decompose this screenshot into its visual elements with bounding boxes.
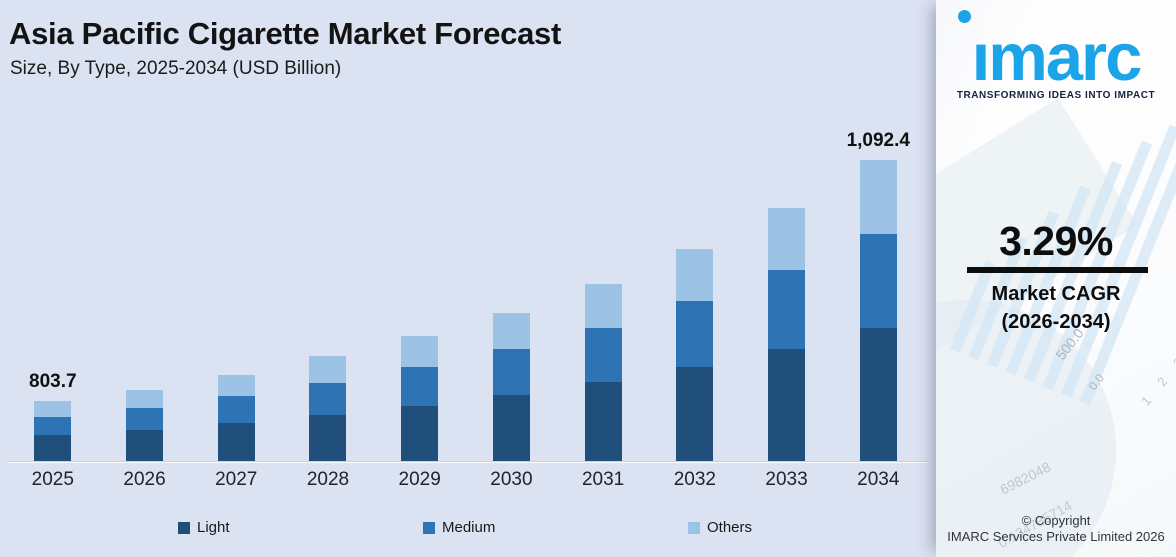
logo-wordmark: ımarc — [971, 20, 1143, 95]
stacked-bar-2027 — [217, 375, 255, 462]
data-label-2034: 1,092.4 — [846, 130, 910, 151]
bar-segment-medium — [217, 396, 255, 423]
bar-segment-others — [217, 375, 255, 396]
sidebar: 500.0 0.0 1 2 3 4 6982048 0.134785714 ım… — [936, 0, 1176, 557]
legend-item-others: Others — [688, 519, 752, 536]
data-label-2025: 803.7 — [29, 371, 77, 392]
cagr-label: Market CAGR — [991, 283, 1121, 305]
stacked-bar-2026 — [126, 390, 164, 462]
x-axis-tick-2027: 2027 — [215, 469, 258, 490]
logo-dot-icon — [958, 10, 971, 23]
copyright-line2: IMARC Services Private Limited 2026 — [947, 529, 1165, 544]
bar-segment-others — [401, 336, 439, 367]
watermark-stripe — [1042, 140, 1153, 391]
copyright-notice: © Copyright IMARC Services Private Limit… — [936, 513, 1176, 545]
x-axis-tick-2034: 2034 — [857, 469, 900, 490]
bar-segment-medium — [768, 270, 806, 349]
legend-label: Light — [197, 519, 230, 536]
bar-segment-medium — [401, 367, 439, 406]
legend-swatch-icon — [688, 521, 700, 534]
x-axis-tick-2032: 2032 — [673, 469, 716, 490]
cagr-underline — [967, 267, 1148, 273]
bar-segment-light — [401, 406, 439, 462]
bar-segment-light — [309, 415, 347, 462]
chart-subtitle: Size, By Type, 2025-2034 (USD Billion) — [10, 58, 342, 79]
bar-segment-medium — [34, 417, 72, 435]
bar-segment-others — [859, 160, 897, 234]
bar-segment-others — [492, 313, 530, 349]
bar-segment-medium — [309, 383, 347, 415]
bar-segment-medium — [584, 328, 622, 382]
legend-swatch-icon — [423, 521, 435, 534]
imarc-logo: ımarc TRANSFORMING IDEAS INTO IMPACT — [936, 0, 1176, 101]
x-axis-tick-2031: 2031 — [581, 469, 625, 490]
cagr-period: (2026-2034) — [1001, 311, 1111, 333]
bar-segment-light — [126, 430, 164, 462]
stacked-bar-2028 — [309, 356, 347, 462]
chart-panel: Asia Pacific Cigarette Market Forecast S… — [0, 16, 936, 543]
watermark-number: 0.0 — [1085, 371, 1107, 393]
legend-item-light: Light — [178, 519, 230, 536]
x-axis-tick-2026: 2026 — [123, 469, 166, 490]
bar-segment-light — [584, 382, 622, 462]
watermark-stripe — [1005, 185, 1091, 376]
bar-segment-light — [217, 423, 255, 462]
stacked-bar-2033 — [768, 208, 806, 462]
bar-segment-light — [859, 328, 897, 462]
copyright-line1: © Copyright — [1021, 513, 1091, 528]
stacked-bar-2032 — [676, 249, 714, 462]
logo-tagline: TRANSFORMING IDEAS INTO IMPACT — [956, 90, 1156, 101]
x-axis-tick-2028: 2028 — [306, 469, 350, 490]
stacked-bar-2029 — [401, 336, 439, 462]
stacked-bar-2025 — [34, 401, 72, 462]
watermark-number: 1 2 3 4 — [1138, 331, 1176, 409]
legend: Light Medium Others — [0, 519, 936, 543]
cagr-value: 3.29% — [999, 218, 1113, 264]
bar-segment-medium — [859, 234, 897, 328]
bar-segment-others — [676, 249, 714, 301]
watermark-stripe — [949, 260, 996, 353]
legend-item-medium: Medium — [423, 519, 495, 536]
bar-segment-light — [34, 435, 72, 462]
chart-title: Asia Pacific Cigarette Market Forecast — [9, 16, 562, 51]
bar-segment-others — [309, 356, 347, 383]
x-axis-tick-2029: 2029 — [398, 469, 441, 490]
plot-area: 2025 803.7 2026 2027 2028 2029 2030 2031 2032 203… — [29, 130, 910, 490]
x-axis-tick-2033: 2033 — [765, 469, 808, 490]
legend-label: Medium — [442, 519, 496, 536]
bar-segment-others — [126, 390, 164, 408]
bar-segment-others — [584, 284, 622, 328]
bar-segment-light — [676, 367, 714, 462]
bar-segment-medium — [126, 408, 164, 430]
bar-segment-light — [492, 395, 530, 462]
stacked-bar-2034 — [859, 160, 897, 462]
stacked-bar-2031 — [584, 284, 622, 462]
x-axis-tick-2030: 2030 — [490, 469, 533, 490]
x-axis-tick-2025: 2025 — [31, 469, 74, 490]
bar-segment-medium — [676, 301, 714, 367]
bar-segment-others — [768, 208, 806, 270]
bar-segment-others — [34, 401, 72, 417]
legend-label: Others — [707, 519, 753, 536]
bar-segment-medium — [492, 349, 530, 395]
x-axis-line — [8, 461, 928, 462]
watermark-number: 6982048 — [997, 458, 1054, 498]
stacked-bar-2030 — [492, 313, 530, 462]
bar-segment-light — [768, 349, 806, 462]
legend-swatch-icon — [178, 521, 190, 534]
